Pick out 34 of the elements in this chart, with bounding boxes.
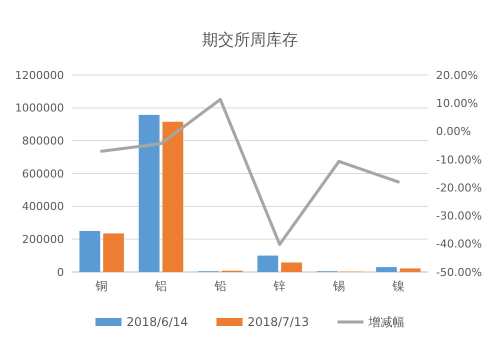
x-tick-label: 镍 — [391, 279, 404, 293]
y2-tick-label: -30.00% — [436, 210, 482, 223]
y2-tick-label: 0.00% — [436, 125, 471, 138]
y-tick-label: 1200000 — [15, 68, 64, 82]
y-tick-label: 0 — [57, 266, 64, 279]
y-tick-label: 400000 — [22, 200, 64, 214]
legend-label: 增减幅 — [368, 315, 404, 330]
bar — [79, 230, 100, 272]
y2-tick-label: -50.00% — [436, 266, 482, 279]
y-tick-label: 1000000 — [15, 102, 64, 115]
y-tick-label: 600000 — [22, 167, 64, 180]
x-tick-label: 锌 — [272, 279, 286, 293]
bar — [400, 268, 421, 272]
x-tick-label: 铝 — [154, 279, 167, 293]
y2-tick-label: -40.00% — [436, 238, 482, 251]
line-series — [100, 98, 400, 246]
bar — [376, 267, 397, 272]
bar — [162, 122, 184, 272]
x-tick-label: 铜 — [94, 279, 108, 293]
y2-tick-label: 10.00% — [436, 96, 478, 110]
y2-tick-label: 20.00% — [436, 68, 478, 82]
bar — [281, 262, 302, 272]
legend-label: 2018/6/14 — [126, 315, 188, 330]
x-tick-label: 铅 — [213, 279, 226, 293]
bar — [138, 114, 160, 272]
chart-title: 期交所周库存 — [202, 30, 298, 49]
y-tick-label: 800000 — [22, 134, 64, 148]
x-tick-label: 锡 — [332, 279, 345, 293]
y2-tick-label: -20.00% — [436, 181, 482, 194]
legend-label: 2018/7/13 — [248, 315, 310, 330]
y-tick-label: 200000 — [22, 233, 64, 246]
y2-tick-label: -10.00% — [436, 153, 482, 166]
bar — [103, 233, 124, 272]
bar — [257, 256, 278, 272]
